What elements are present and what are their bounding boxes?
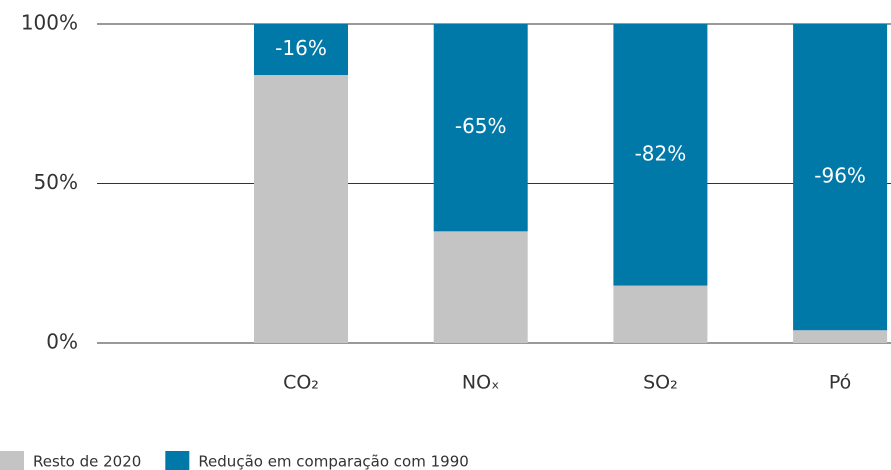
data-label: -16% xyxy=(275,36,327,60)
y-tick-label: 50% xyxy=(34,170,78,194)
bar-segment xyxy=(254,24,348,76)
bar-segment xyxy=(793,24,888,331)
y-tick-label: 0% xyxy=(46,330,78,354)
bar-segment xyxy=(433,231,528,343)
x-tick-label: Pó xyxy=(829,372,851,394)
legend-swatch xyxy=(165,451,190,470)
x-tick-label: SO₂ xyxy=(643,372,678,394)
bar-segment xyxy=(793,330,888,343)
data-label: -65% xyxy=(455,114,507,138)
bar-segment xyxy=(613,285,708,343)
x-tick-label: CO₂ xyxy=(283,372,319,394)
bar-segment xyxy=(254,75,348,343)
data-label: -82% xyxy=(635,141,687,165)
legend-swatch xyxy=(0,451,24,470)
x-tick-label: NOₓ xyxy=(462,372,500,394)
y-tick-label: 100% xyxy=(21,11,78,35)
data-label: -96% xyxy=(814,164,866,188)
bar-segment xyxy=(433,24,528,232)
legend-label: Resto de 2020 xyxy=(33,453,141,470)
bar-segment xyxy=(613,24,708,286)
legend-label: Redução em comparação com 1990 xyxy=(198,453,468,470)
